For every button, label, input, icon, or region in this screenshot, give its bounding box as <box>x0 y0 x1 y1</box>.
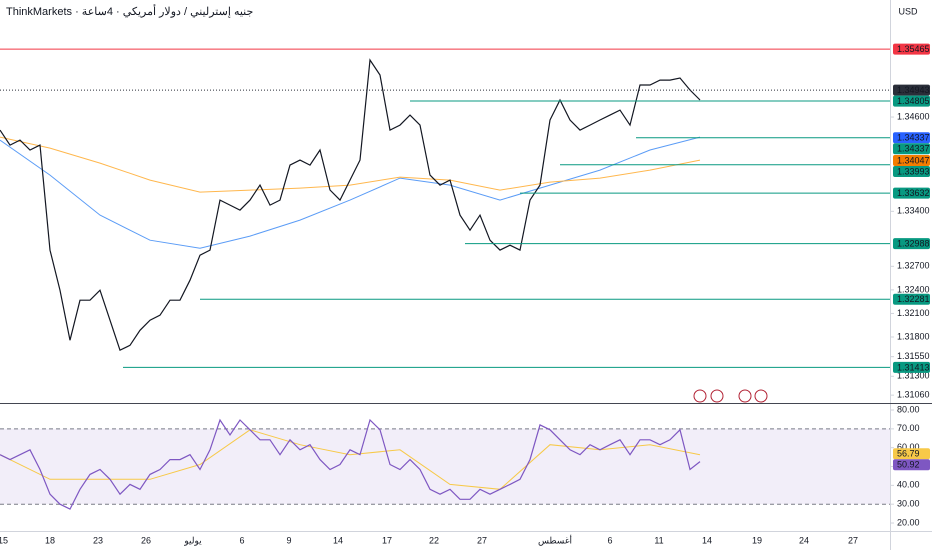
event-flag[interactable] <box>754 389 768 403</box>
x-tick-label: 27 <box>848 535 858 545</box>
y-tick-label: 40.00 <box>897 480 920 490</box>
y-tick-label: 70.00 <box>897 423 920 433</box>
y-tick-label: 30.00 <box>897 499 920 509</box>
price-badge-label: 50.92 <box>897 460 920 470</box>
price-badge-label: 1.33993 <box>897 166 930 176</box>
event-flag[interactable] <box>693 389 707 403</box>
series-line <box>0 58 701 352</box>
price-badge-label: 1.32988 <box>897 239 930 249</box>
x-tick-label: 24 <box>799 535 809 545</box>
event-icons[interactable] <box>693 389 768 403</box>
x-tick-label: 6 <box>607 535 612 545</box>
y-tick-label: 80.00 <box>897 404 920 414</box>
y-tick-label: 20.00 <box>897 517 920 527</box>
y-tick-label: 1.31060 <box>897 390 930 400</box>
event-flag[interactable] <box>710 389 724 403</box>
x-tick-label: 9 <box>286 535 291 545</box>
series-line <box>0 429 701 490</box>
price-badge-label: 1.31413 <box>897 362 930 372</box>
y-tick-label: 1.31300 <box>897 371 930 381</box>
currency[interactable]: USD <box>898 6 918 16</box>
y-tick-label: 1.32400 <box>897 284 930 294</box>
price-badge <box>893 459 930 471</box>
price-badge <box>893 95 930 107</box>
price-badge-label: 1.35465 <box>897 44 930 54</box>
x-tick-label: 19 <box>752 535 762 545</box>
price-badge-label: 56.79 <box>897 449 920 459</box>
rsi-band <box>0 428 890 505</box>
price-badge <box>893 361 930 373</box>
event-flag[interactable] <box>738 389 752 403</box>
series-line <box>0 136 701 249</box>
price-badge-label: 1.34805 <box>897 96 930 106</box>
x-tick-label: 14 <box>333 535 343 545</box>
price-badge-label: 1.34337 <box>897 144 930 154</box>
y-tick-label: 1.32100 <box>897 308 930 318</box>
x-tick-label: 17 <box>382 535 392 545</box>
price-badge-label: 1.34337 <box>897 133 930 143</box>
price-badge <box>893 154 930 166</box>
price-badge <box>893 293 930 305</box>
price-badge-label: 1.34943 <box>897 85 930 95</box>
y-tick-label: 1.31800 <box>897 331 930 341</box>
price-badge <box>893 143 930 155</box>
price-badge-label: 1.32281 <box>897 294 930 304</box>
x-tick-label: 22 <box>429 535 439 545</box>
y-tick-label: 1.32700 <box>897 261 930 271</box>
price-badge <box>893 132 930 144</box>
symbol-title: ThinkMarkets · جنيه إسترليني / دولار أمر… <box>6 4 253 18</box>
x-tick-label: 11 <box>654 535 663 545</box>
x-tick-label: يوليو <box>183 535 202 546</box>
price-badge-label: 1.33632 <box>897 188 930 198</box>
y-tick-label: 60.00 <box>897 442 920 452</box>
price-badge <box>893 448 930 460</box>
y-tick-label: 1.33400 <box>897 206 930 216</box>
x-tick-label: 14 <box>702 535 712 545</box>
x-tick-label: 15 <box>0 535 8 545</box>
x-tick-label: 27 <box>477 535 487 545</box>
y-tick-label: 1.34600 <box>897 111 930 121</box>
price-badge <box>893 238 930 250</box>
price-badge <box>893 187 930 199</box>
price-badge-label: 1.34047 <box>897 155 930 165</box>
price-badge <box>893 43 930 55</box>
x-tick-label: أغسطس <box>538 533 572 546</box>
x-tick-label: 23 <box>93 535 103 545</box>
x-tick-label: 26 <box>141 535 151 545</box>
x-tick-label: 18 <box>45 535 55 545</box>
series-line <box>0 418 701 510</box>
series-line <box>0 136 701 193</box>
price-badge <box>893 84 930 96</box>
x-tick-label: 6 <box>239 535 244 545</box>
y-tick-label: 1.31550 <box>897 351 930 361</box>
price-badge <box>893 165 930 177</box>
